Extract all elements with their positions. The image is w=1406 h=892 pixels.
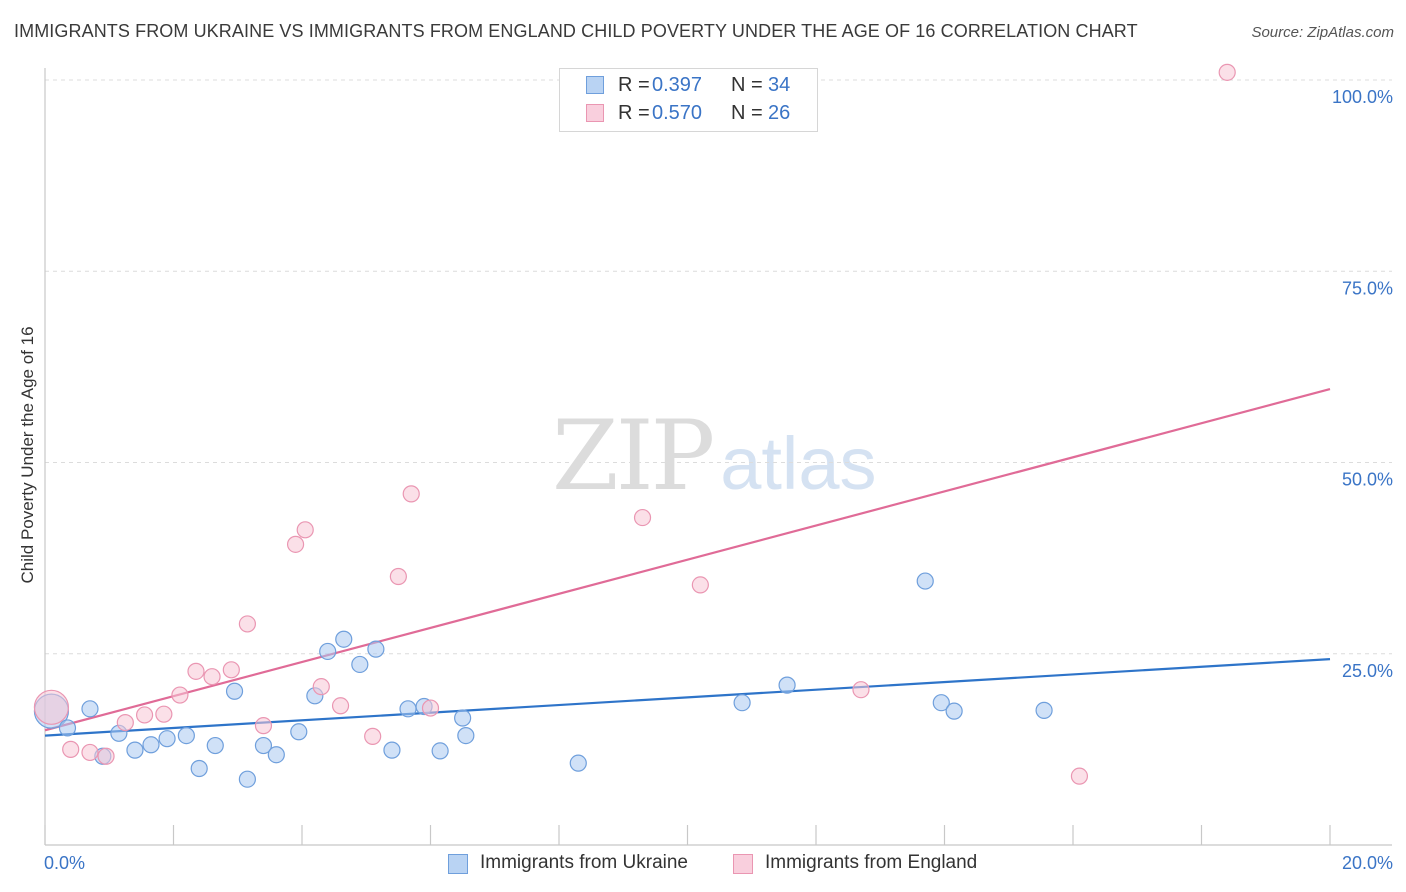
point-england (1218, 63, 1236, 81)
point-ukraine (225, 682, 244, 700)
point-england (691, 576, 709, 594)
legend-r-label: R = (618, 102, 650, 124)
legend-r-value: 0.570 (652, 102, 703, 124)
point-england (155, 705, 173, 723)
point-ukraine (254, 736, 273, 755)
point-ukraine (81, 700, 99, 718)
point-england (402, 485, 420, 503)
point-ukraine (267, 746, 285, 764)
legend-n-label: N = (731, 102, 763, 124)
point-ukraine (158, 730, 176, 748)
point-england (62, 740, 80, 758)
legend: R = 0.397 N = 34 R = 0.570 N = 26 (559, 68, 818, 132)
point-ukraine (457, 727, 475, 745)
point-england (116, 713, 134, 732)
point-england (171, 686, 189, 704)
point-ukraine (335, 630, 353, 648)
legend-swatch-ukraine (586, 76, 604, 94)
point-ukraine (932, 694, 950, 712)
point-england (852, 681, 870, 699)
point-england (81, 743, 99, 762)
point-ukraine (206, 736, 224, 755)
legend-n-label: N = (731, 74, 763, 96)
x-tick-label: 0.0% (44, 853, 85, 873)
bottom-legend-label-ukraine: Immigrants from Ukraine (480, 852, 688, 873)
point-ukraine (290, 723, 308, 741)
legend-r-label: R = (618, 74, 650, 96)
point-england (312, 678, 330, 696)
point-ukraine (454, 709, 472, 727)
point-england (97, 747, 115, 765)
point-ukraine (319, 642, 337, 661)
tick-labels: 25.0% 50.0% 75.0% 100.0% 0.0% 20.0% (44, 87, 1393, 873)
chart-title: IMMIGRANTS FROM UKRAINE VS IMMIGRANTS FR… (14, 21, 1138, 41)
point-england (421, 699, 440, 717)
point-ukraine (177, 727, 195, 745)
point-ukraine (778, 676, 796, 694)
point-ukraine (733, 694, 751, 712)
point-ukraine (399, 700, 417, 718)
point-ukraine (190, 759, 208, 778)
point-england (331, 697, 350, 715)
bottom-legend-swatch-ukraine (448, 854, 468, 874)
trend-line-england (44, 387, 1331, 732)
x-tick-label: 20.0% (1342, 853, 1393, 873)
point-england (203, 668, 221, 686)
legend-n-value: 34 (768, 74, 791, 96)
y-tick-label: 100.0% (1332, 87, 1393, 107)
point-england (254, 717, 273, 735)
bottom-legend-label-england: Immigrants from England (765, 852, 978, 873)
point-england (364, 727, 382, 745)
point-ukraine (916, 572, 934, 590)
point-ukraine (945, 702, 963, 720)
grid-lines (45, 79, 1392, 655)
point-england (187, 662, 205, 680)
y-tick-label: 50.0% (1342, 470, 1393, 490)
y-tick-label: 75.0% (1342, 278, 1393, 298)
point-ukraine (126, 741, 144, 759)
legend-swatch-england (586, 104, 604, 122)
point-ukraine (238, 770, 256, 788)
legend-n-value: 26 (768, 102, 791, 124)
point-ukraine (367, 640, 385, 658)
point-ukraine (383, 741, 401, 759)
point-england (389, 567, 407, 586)
y-tick-label: 25.0% (1342, 661, 1393, 681)
point-england (135, 706, 154, 724)
axes (44, 68, 1392, 846)
point-ukraine (431, 742, 449, 760)
point-england (1070, 767, 1089, 785)
point-england (33, 689, 70, 725)
point-ukraine (142, 736, 160, 754)
legend-r-value: 0.397 (652, 74, 703, 96)
point-england (238, 615, 256, 633)
data-points (33, 63, 1236, 788)
point-england (286, 535, 305, 553)
source-label: Source: ZipAtlas.com (1251, 24, 1394, 41)
bottom-legend-swatch-england (733, 854, 753, 874)
point-england (633, 508, 652, 527)
point-england (222, 661, 240, 679)
point-ukraine (58, 719, 77, 737)
point-ukraine (351, 655, 369, 674)
point-england (296, 521, 314, 539)
point-ukraine (569, 754, 587, 772)
point-ukraine (1035, 701, 1053, 719)
